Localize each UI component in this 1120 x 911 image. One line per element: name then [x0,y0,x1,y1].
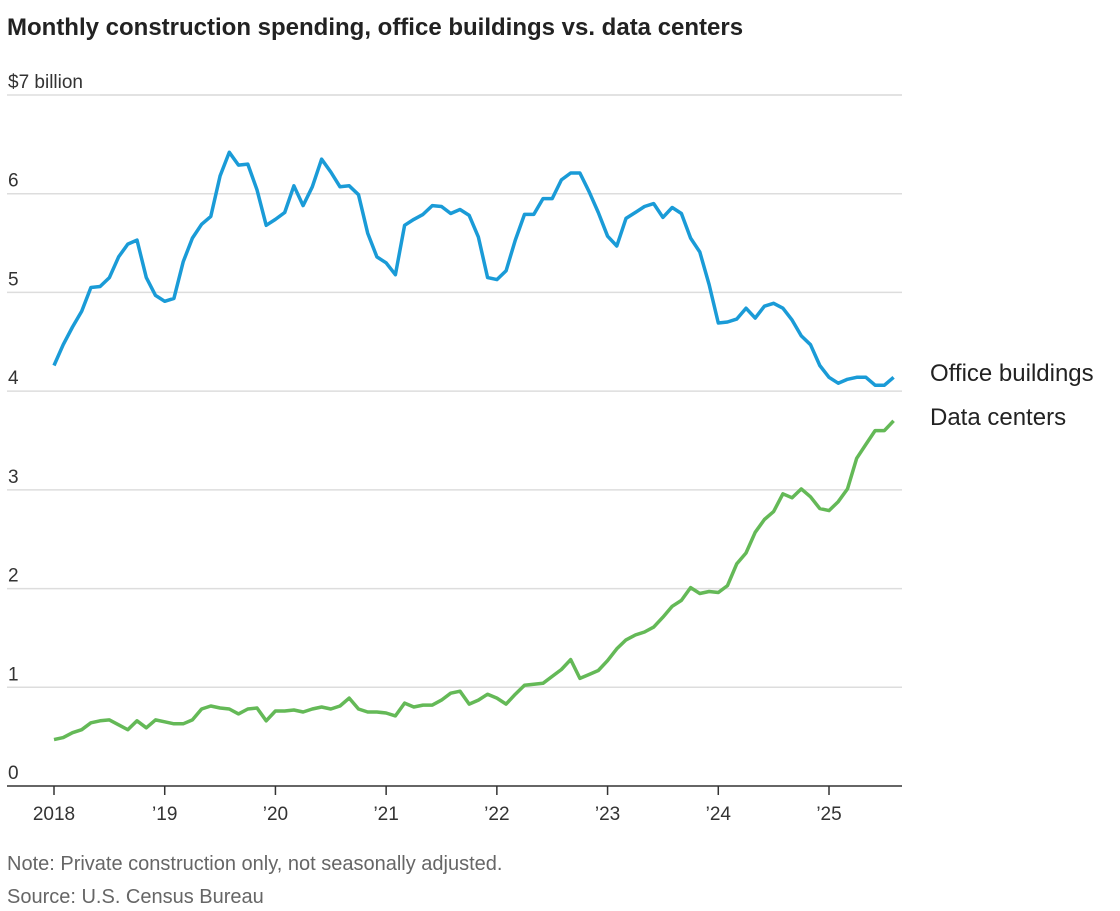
y-tick-label: 3 [8,467,19,488]
x-tick-label: ’20 [263,804,288,825]
note: Note: Private construction only, not sea… [7,853,502,875]
y-tick-label: 1 [8,664,19,685]
x-tick-label: ’19 [152,804,177,825]
y-tick-label: 5 [8,269,19,290]
x-tick-label: 2018 [33,804,75,825]
x-tick-label: ’21 [373,804,398,825]
source: Source: U.S. Census Bureau [7,886,264,908]
chart-title: Monthly construction spending, office bu… [7,14,743,41]
line [53,419,895,742]
y-tick-label: 2 [8,566,19,587]
y-tick-label: 6 [8,171,19,192]
x-tick-label: ’22 [484,804,509,825]
line [52,150,895,387]
y-tick-label: 4 [8,368,19,389]
y-tick-label: 0 [8,763,19,784]
legend-label: Office buildings [930,360,1094,387]
x-tick-label: ’24 [706,804,732,825]
legend-label: Data centers [930,404,1066,431]
x-tick-label: ’25 [816,804,841,825]
x-tick-label: ’23 [595,804,620,825]
y-tick-label: $7 billion [8,72,83,93]
